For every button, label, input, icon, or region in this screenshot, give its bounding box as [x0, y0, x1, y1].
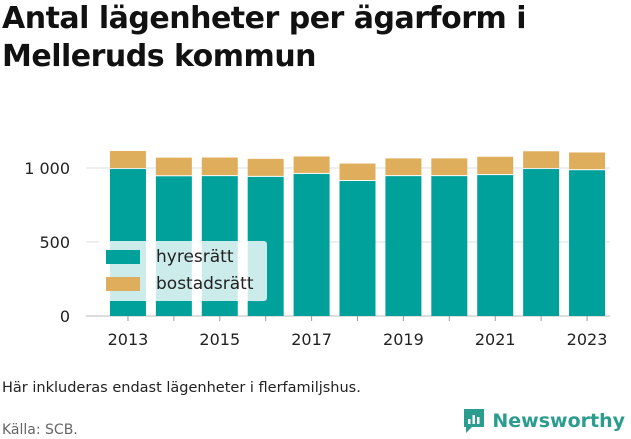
- legend-item-bostadsratt: bostadsrätt: [106, 273, 254, 295]
- bar-bostadsratt-2013: [109, 150, 146, 169]
- bar-hyresratt-2019: [385, 176, 422, 316]
- x-tick-label: 2019: [383, 330, 424, 349]
- bar-bostadsratt-2022: [523, 151, 560, 169]
- x-tick-label: 2017: [291, 330, 332, 349]
- footnote: Här inkluderas endast lägenheter i flerf…: [2, 380, 361, 396]
- bar-bostadsratt-2016: [247, 158, 284, 176]
- y-axis: 0 500 1 000: [24, 159, 70, 326]
- x-tick-label: 2013: [108, 330, 149, 349]
- legend-swatch-hyresratt: [106, 250, 140, 264]
- x-tick-label: 2021: [475, 330, 516, 349]
- bar-bostadsratt-2014: [155, 157, 192, 176]
- bar-hyresratt-2020: [431, 176, 468, 316]
- x-axis: 2013 2015 2017 2019 2021 2023: [108, 316, 608, 349]
- bar-bostadsratt-2019: [385, 158, 422, 176]
- newsworthy-logo[interactable]: Newsworthy: [462, 407, 625, 435]
- chart-title: Antal lägenheter per ägarform i Mellerud…: [2, 1, 527, 74]
- stacked-bar-chart: 0 500 1 000 2013 2015 2017 2019 2021 2023: [24, 150, 610, 349]
- x-tick-label: 2015: [199, 330, 240, 349]
- bar-hyresratt-2022: [523, 169, 560, 316]
- y-tick-label: 500: [39, 233, 70, 252]
- bar-bostadsratt-2018: [339, 163, 376, 181]
- y-tick-label: 0: [60, 307, 70, 326]
- bar-hyresratt-2018: [339, 181, 376, 316]
- legend-label-hyresratt: hyresrätt: [156, 247, 234, 267]
- legend-item-hyresratt: hyresrätt: [106, 246, 234, 268]
- bar-hyresratt-2017: [293, 173, 330, 316]
- bar-bostadsratt-2021: [477, 156, 514, 175]
- y-tick-label: 1 000: [24, 159, 70, 178]
- source-credit: Källa: SCB.: [2, 422, 78, 438]
- logo-text: Newsworthy: [492, 410, 625, 432]
- bar-hyresratt-2023: [569, 170, 606, 316]
- newsworthy-chart-icon: [464, 409, 485, 433]
- bar-bostadsratt-2017: [293, 156, 330, 173]
- bar-bostadsratt-2023: [569, 152, 606, 170]
- bar-bostadsratt-2020: [431, 158, 468, 176]
- legend-swatch-bostadsratt: [106, 277, 140, 291]
- legend: hyresrätt bostadsrätt: [98, 241, 267, 301]
- x-tick-label: 2023: [567, 330, 608, 349]
- bar-hyresratt-2021: [477, 175, 514, 316]
- bar-bostadsratt-2015: [201, 157, 238, 176]
- legend-label-bostadsratt: bostadsrätt: [156, 274, 254, 294]
